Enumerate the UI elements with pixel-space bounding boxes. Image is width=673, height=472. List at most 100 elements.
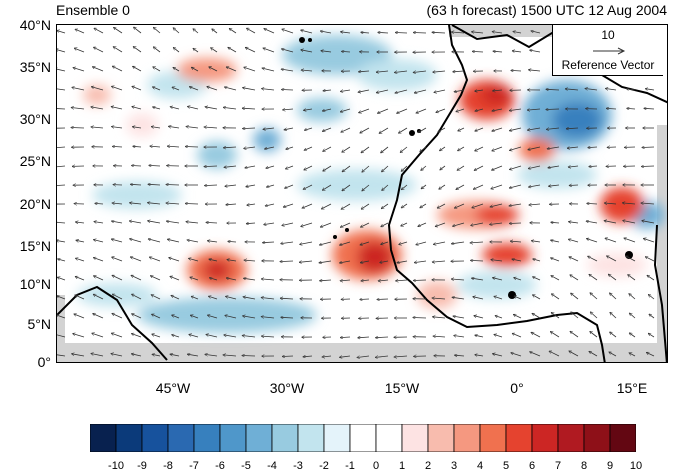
y-tick-label: 30°N — [0, 111, 51, 127]
colorbar-swatch — [116, 424, 142, 452]
wind-vector — [264, 223, 274, 225]
wind-vector — [172, 335, 179, 337]
reference-vector-label: Reference Vector — [553, 58, 663, 72]
wind-vector — [170, 107, 179, 109]
wind-vector — [649, 314, 654, 318]
wind-vector — [418, 223, 426, 226]
wind-vector — [396, 280, 407, 281]
y-tick-label: 35°N — [0, 59, 51, 75]
wind-vector — [320, 242, 332, 245]
wind-vector — [589, 166, 597, 167]
wind-vector — [72, 87, 84, 90]
wind-vector — [569, 222, 578, 223]
wind-vector — [94, 28, 103, 33]
wind-vector — [433, 336, 445, 337]
wind-vector — [129, 221, 141, 223]
wind-vector — [262, 336, 275, 337]
wind-vector — [134, 27, 141, 33]
wind-vector — [91, 107, 103, 109]
y-tick-label: 10°N — [0, 276, 51, 292]
wind-vector — [57, 108, 65, 109]
x-tick-label: 30°W — [257, 380, 317, 396]
wind-vector — [320, 223, 331, 227]
wind-vector — [416, 242, 426, 245]
wind-vector — [263, 48, 274, 52]
wind-vector — [401, 223, 407, 226]
wind-vector — [173, 48, 179, 52]
wind-vector — [453, 71, 464, 72]
wind-vector — [376, 90, 388, 93]
wind-vector — [510, 166, 521, 170]
wind-vector — [112, 257, 122, 261]
wind-vector — [206, 335, 217, 338]
wind-vector — [395, 33, 407, 34]
wind-vector — [341, 128, 350, 132]
wind-vector — [57, 88, 65, 90]
wind-vector — [93, 67, 104, 71]
wind-vector — [57, 277, 65, 280]
wind-vector — [589, 274, 597, 280]
wind-vector — [57, 49, 65, 52]
colorbar-swatch — [324, 424, 350, 452]
wind-vector — [225, 87, 237, 90]
wind-vector — [57, 166, 65, 167]
wind-vector — [472, 51, 483, 52]
colorbar-swatch — [584, 424, 610, 452]
wind-vector — [361, 280, 369, 281]
wind-vector — [379, 128, 388, 133]
wind-vector — [587, 239, 597, 242]
wind-vector — [247, 28, 255, 33]
wind-vector — [414, 280, 427, 281]
wind-vector — [399, 242, 407, 245]
wind-vector — [130, 257, 141, 261]
plot-title-left: Ensemble 0 — [56, 2, 130, 18]
wind-vector — [361, 204, 369, 209]
plot-title-right: (63 h forecast) 1500 UTC 12 Aug 2004 — [427, 2, 667, 18]
wind-vector — [76, 240, 84, 242]
wind-vector — [262, 89, 274, 90]
wind-vector — [133, 66, 141, 71]
wind-vector — [509, 204, 521, 206]
wind-vector — [546, 109, 559, 110]
wind-vector — [570, 275, 578, 280]
wind-vector — [569, 185, 578, 186]
wind-vector — [475, 128, 483, 131]
wind-vector — [171, 296, 179, 300]
wind-vector — [341, 204, 350, 209]
wind-vector — [94, 222, 103, 223]
wind-vector — [358, 90, 369, 92]
wind-vector — [242, 108, 255, 109]
wind-vector — [514, 315, 522, 319]
wind-vector — [264, 29, 274, 33]
wind-vector — [590, 293, 597, 299]
wind-vector — [246, 223, 255, 224]
wind-vector — [286, 147, 293, 149]
wind-vector — [282, 90, 293, 91]
x-tick-label: 0° — [487, 380, 547, 396]
wind-vector — [301, 223, 312, 227]
wind-vector — [413, 33, 426, 34]
wind-vector — [435, 223, 445, 227]
wind-vector — [322, 204, 332, 209]
wind-vector — [531, 332, 540, 337]
wind-vector — [359, 109, 369, 113]
colorbar-swatch — [298, 424, 324, 452]
colorbar — [90, 424, 636, 452]
wind-vector — [531, 241, 540, 242]
wind-vector — [492, 128, 502, 131]
colorbar-swatch — [480, 424, 506, 452]
wind-vector — [610, 293, 616, 299]
y-tick-label: 15°N — [0, 238, 51, 254]
wind-vector — [76, 222, 84, 223]
wind-vector — [281, 69, 293, 71]
wind-vector — [305, 128, 313, 130]
land-edge-right — [657, 125, 668, 363]
wind-vector — [168, 239, 180, 242]
map-panel[interactable]: 10 Reference Vector — [56, 24, 668, 363]
colorbar-swatch — [428, 424, 454, 452]
wind-vector — [630, 313, 636, 318]
wind-vector — [149, 165, 160, 166]
wind-vector — [421, 185, 426, 189]
wind-vector — [452, 242, 465, 244]
wind-vector — [75, 29, 84, 33]
